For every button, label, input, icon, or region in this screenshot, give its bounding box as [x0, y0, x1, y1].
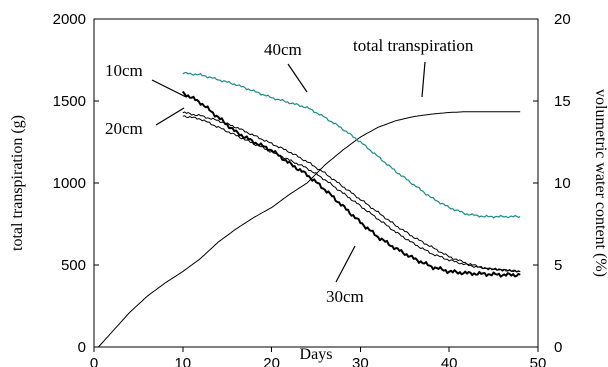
annotation-40cm: 40cm	[264, 40, 302, 59]
leader-total-transpiration	[421, 61, 426, 98]
y-tick-label: 1000	[53, 175, 86, 192]
x-tick-label: 20	[263, 355, 280, 367]
leader-40cm	[287, 63, 308, 93]
y2-tick-label: 5	[554, 257, 562, 274]
right-y-axis: 0 5 10 15 20	[533, 11, 571, 356]
leader-10cm	[151, 79, 187, 98]
series-line-1	[182, 71, 521, 219]
annotation-30cm: 30cm	[326, 287, 364, 306]
x-axis-title: Days	[300, 346, 333, 363]
y-tick-label: 2000	[53, 11, 86, 28]
x-tick-label: 40	[441, 355, 458, 367]
y2-tick-label: 20	[554, 11, 571, 28]
y2-tick-label: 10	[554, 175, 571, 192]
y-tick-label: 500	[61, 257, 86, 274]
series-line-4	[181, 90, 521, 278]
y2-tick-label: 15	[554, 93, 571, 110]
x-tick-label: 0	[90, 355, 98, 367]
annotation-total-transpiration: total transpiration	[353, 36, 474, 55]
right-y-axis-title: volumetric water content (%)	[592, 89, 608, 277]
y2-tick-label: 0	[554, 339, 562, 356]
series-line-2	[182, 115, 521, 273]
leader-20cm	[155, 107, 185, 126]
x-tick-label: 30	[352, 355, 369, 367]
y-tick-label: 1500	[53, 93, 86, 110]
left-y-axis: 0 500 1000 1500 2000	[53, 11, 99, 356]
annotation-20cm: 20cm	[105, 119, 143, 138]
x-axis: 0 10 20 30 40 50	[90, 347, 547, 367]
series-line-3	[182, 111, 521, 273]
series-line-0	[98, 111, 521, 348]
series-layer	[98, 71, 521, 348]
x-tick-label: 50	[530, 355, 547, 367]
annotation-10cm: 10cm	[105, 61, 143, 80]
left-y-axis-title: total transpiration (g)	[9, 115, 26, 251]
leader-30cm	[335, 245, 356, 283]
x-tick-label: 10	[174, 355, 191, 367]
y-tick-label: 0	[78, 339, 86, 356]
